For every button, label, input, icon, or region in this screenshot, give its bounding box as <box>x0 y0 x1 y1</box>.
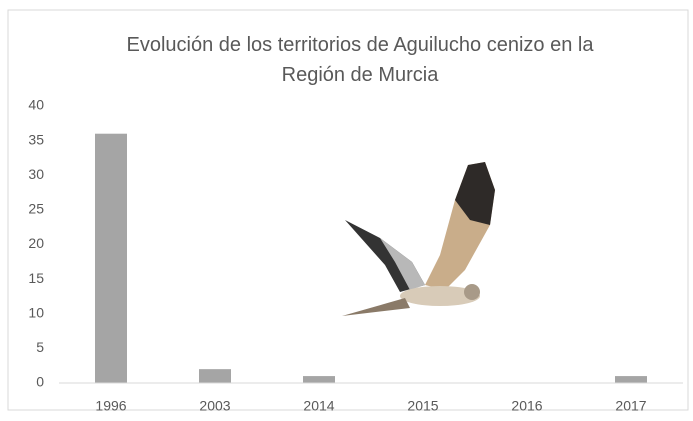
y-tick-label: 30 <box>28 166 44 182</box>
y-tick-label: 0 <box>36 374 44 390</box>
x-tick-label: 2017 <box>615 398 646 414</box>
x-tick-label: 2015 <box>407 398 438 414</box>
y-tick-label: 20 <box>28 235 44 251</box>
y-tick-label: 40 <box>28 97 44 113</box>
chart-title: Evolución de los territorios de Aguiluch… <box>100 30 620 90</box>
x-tick-label: 2014 <box>303 398 334 414</box>
x-tick-label: 2016 <box>511 398 542 414</box>
y-tick-label: 10 <box>28 304 44 320</box>
bar <box>95 134 127 383</box>
bar <box>303 376 335 383</box>
chart-page: 0 5 10 15 20 25 30 35 40 1996 2003 2014 2015 2016 2017… <box>0 0 693 421</box>
y-tick-label: 25 <box>28 201 44 217</box>
y-tick-label: 15 <box>28 270 44 286</box>
bar <box>615 376 647 383</box>
y-tick-label: 5 <box>36 339 44 355</box>
x-tick-label: 2003 <box>199 398 230 414</box>
bird-head <box>464 284 480 300</box>
x-tick-label: 1996 <box>95 398 126 414</box>
bar <box>199 369 231 383</box>
y-tick-label: 35 <box>28 131 44 147</box>
